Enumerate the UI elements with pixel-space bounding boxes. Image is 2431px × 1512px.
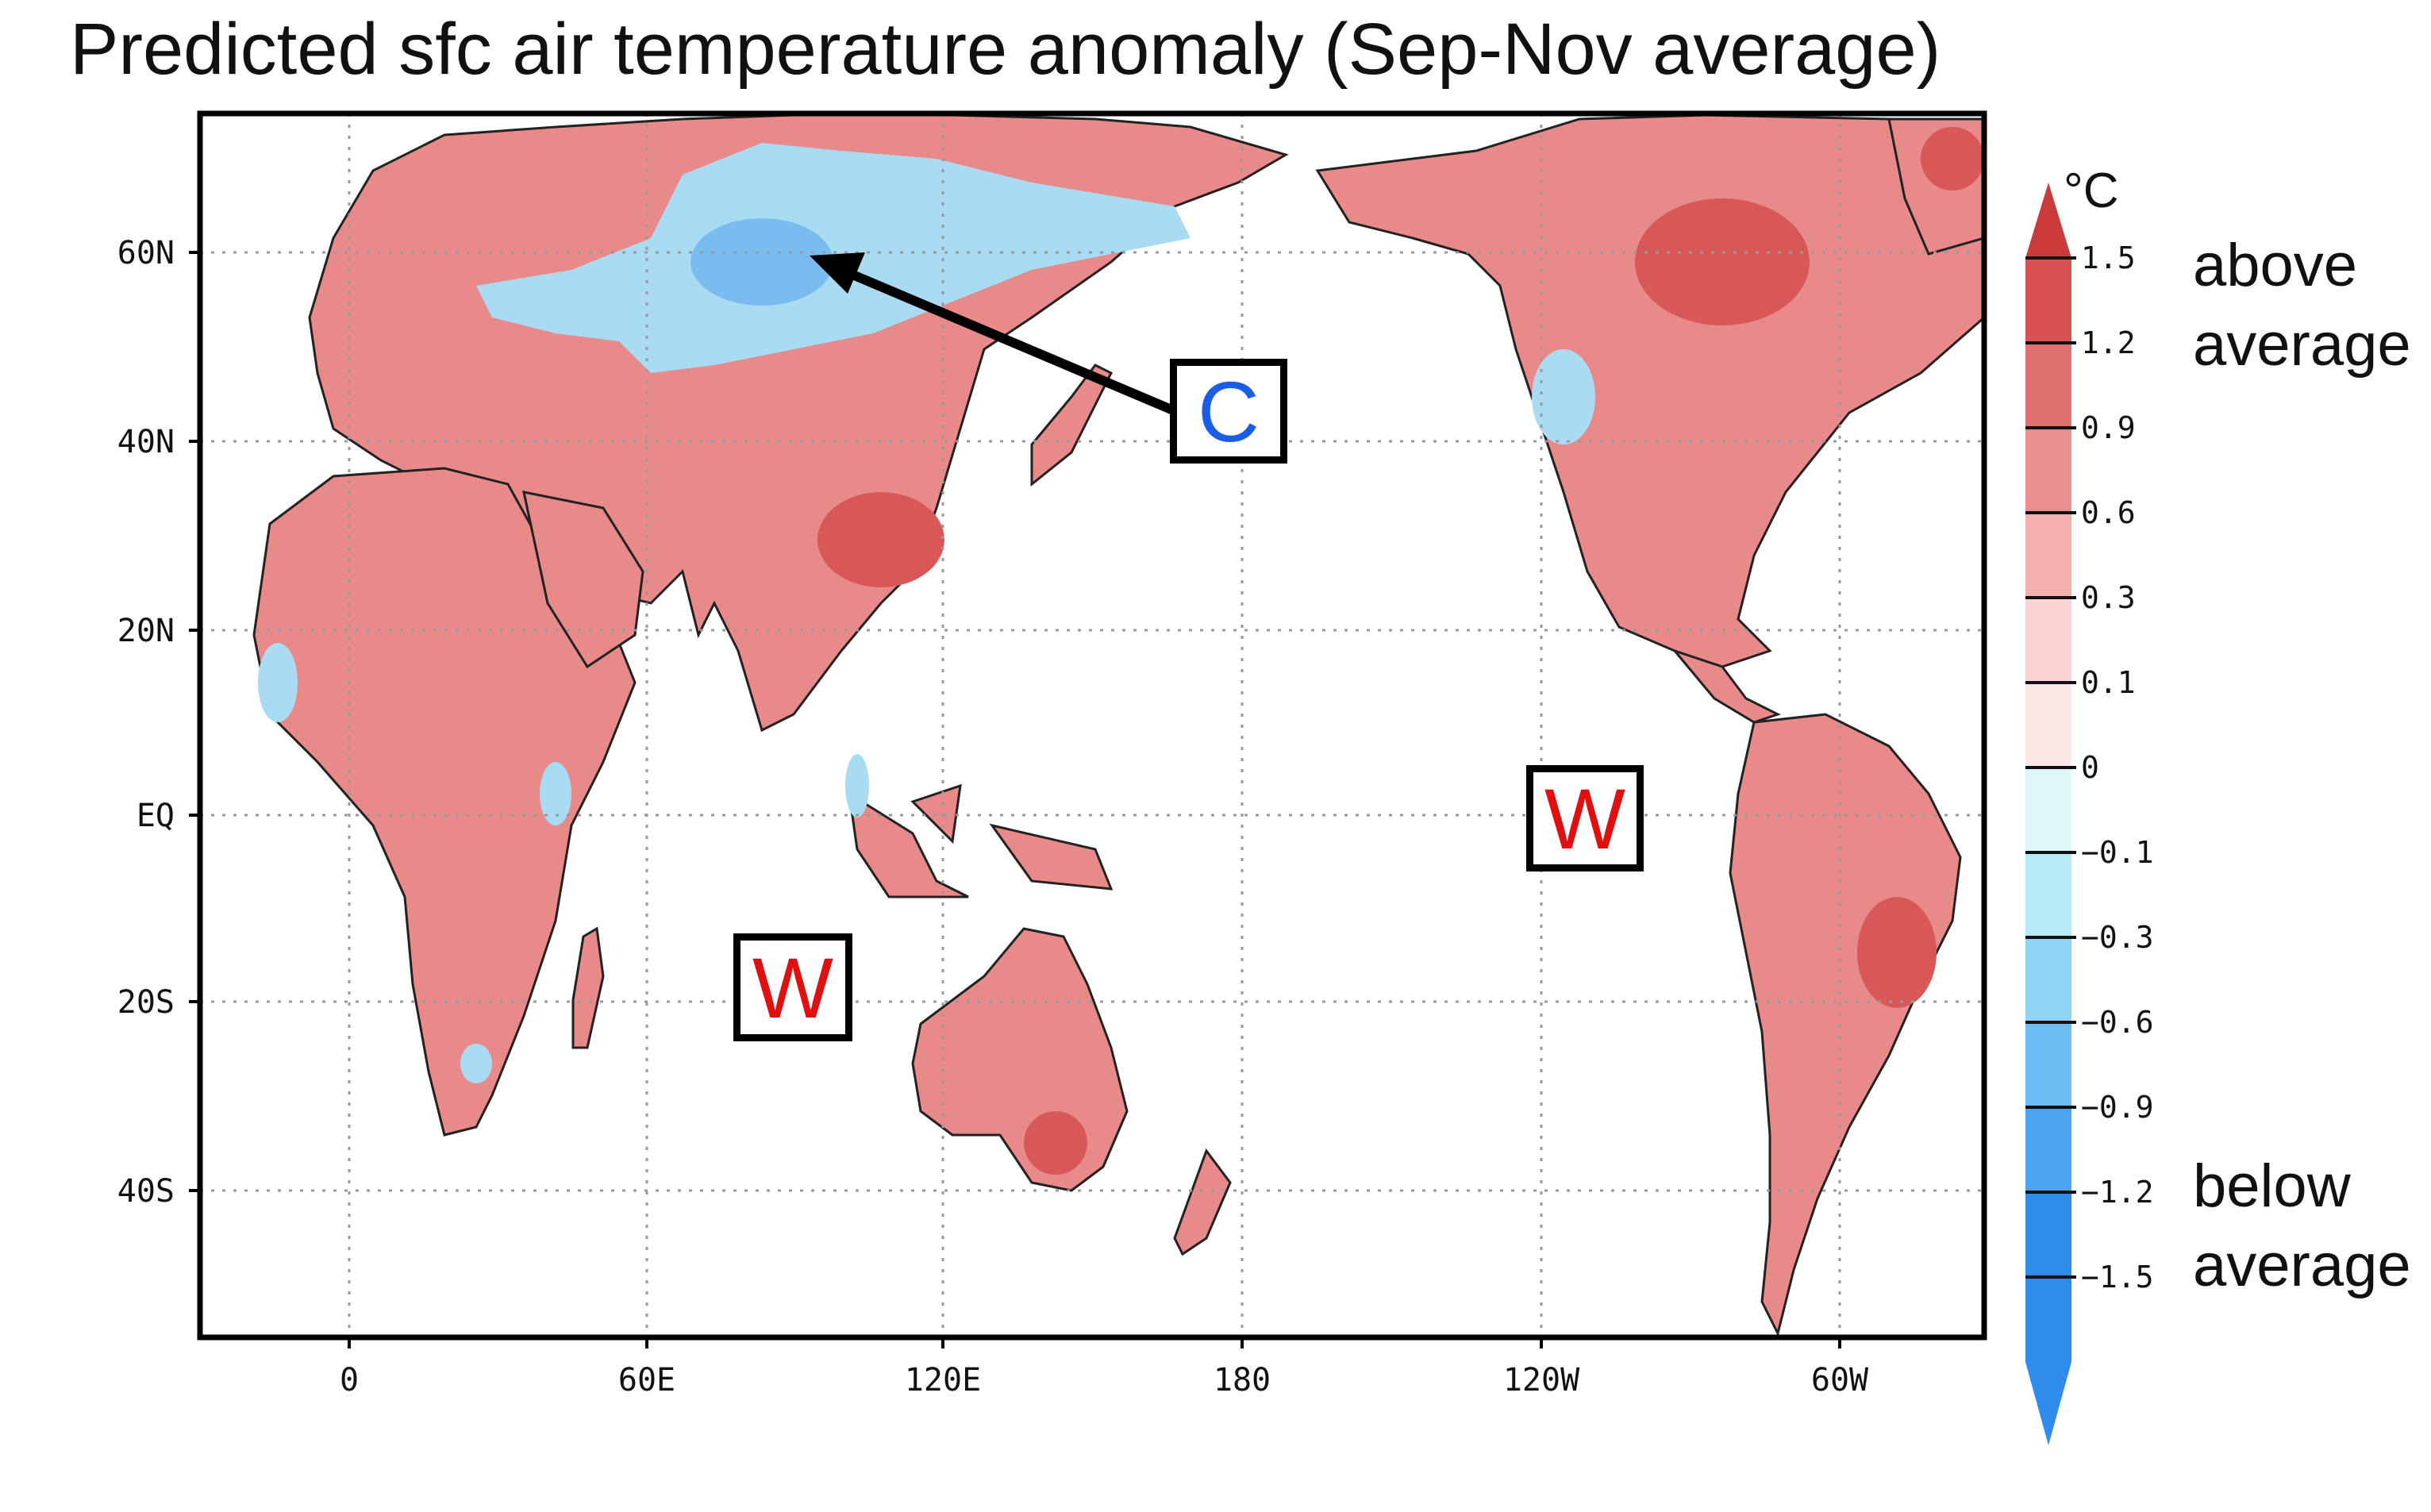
colorbar-label: 1.2 bbox=[2081, 325, 2136, 360]
above-label-line2: average bbox=[2193, 311, 2411, 379]
warm-anomaly-marker-indian: W bbox=[733, 933, 852, 1041]
colorbar-unit: °C bbox=[2064, 164, 2119, 218]
colorbar-label: 0.6 bbox=[2081, 495, 2136, 530]
colorbar-label: 1.5 bbox=[2081, 240, 2136, 275]
colorbar-segment bbox=[2025, 852, 2071, 937]
warm-anomaly-marker-pacific: W bbox=[1526, 765, 1644, 871]
colorbar-top-arrow bbox=[2025, 183, 2071, 258]
above-label-line1: above bbox=[2193, 232, 2358, 299]
japan-landmass bbox=[1030, 364, 1114, 487]
colorbar-label: 0.9 bbox=[2081, 410, 2136, 445]
lat-label: 20S bbox=[117, 984, 175, 1021]
lon-label: 0 bbox=[340, 1362, 359, 1399]
lon-label: 120E bbox=[905, 1362, 981, 1399]
below-average-label: below average bbox=[2193, 1147, 2411, 1306]
lon-label: 180 bbox=[1214, 1362, 1271, 1399]
south-america-landmass bbox=[1729, 713, 1962, 1337]
grid-lines bbox=[200, 113, 1984, 1337]
colorbar-label: −1.5 bbox=[2081, 1260, 2154, 1295]
colorbar-label: −0.6 bbox=[2081, 1005, 2154, 1040]
central-america-landmass bbox=[1671, 648, 1781, 724]
colorbar-segment bbox=[2025, 1277, 2071, 1362]
colorbar-label: −0.3 bbox=[2081, 920, 2154, 955]
lat-label: 40S bbox=[117, 1173, 175, 1210]
new-zealand-landmass bbox=[1173, 1148, 1232, 1256]
map-title: Predicted sfc air temperature anomaly (S… bbox=[70, 9, 1941, 90]
cool-patch-indonesia bbox=[845, 754, 869, 818]
warm-patch-greenland bbox=[1921, 127, 1984, 190]
colorbar-segment bbox=[2025, 1192, 2071, 1277]
cold-arrow bbox=[810, 252, 1185, 419]
colorbar-segment bbox=[2025, 428, 2071, 513]
lon-label: 120W bbox=[1503, 1362, 1580, 1399]
colorbar-label: 0 bbox=[2081, 750, 2099, 785]
colorbar-segment bbox=[2025, 598, 2071, 683]
colorbar-label: 0.3 bbox=[2081, 580, 2136, 615]
lat-label: 40N bbox=[117, 424, 175, 460]
colorbar-label: −0.1 bbox=[2081, 835, 2154, 870]
colorbar-label: −1.2 bbox=[2081, 1175, 2154, 1210]
strong-warm-layer bbox=[817, 127, 1984, 1175]
above-average-label: above average bbox=[2193, 226, 2411, 385]
lat-label: 60N bbox=[117, 235, 175, 271]
colorbar-segment bbox=[2025, 1107, 2071, 1192]
australia-landmass bbox=[911, 927, 1129, 1192]
warm-patch-china bbox=[817, 492, 944, 587]
lat-label: EQ bbox=[137, 798, 175, 834]
madagascar-landmass bbox=[571, 926, 605, 1049]
colorbar-label: −0.9 bbox=[2081, 1090, 2154, 1125]
warm-patch-brazil bbox=[1857, 897, 1937, 1008]
map-frame bbox=[197, 110, 1987, 1341]
arabia-landmass bbox=[522, 491, 644, 669]
cool-core-siberia bbox=[690, 218, 833, 306]
colorbar-segment bbox=[2025, 258, 2071, 343]
colorbar: 1.5 1.2 0.9 0.6 0.3 0.1 0 −0.1 −0.3 −0.6 −0.9 −1.2 −… bbox=[2025, 183, 2154, 1445]
cold-anomaly-marker: C bbox=[1170, 359, 1287, 464]
colorbar-segment bbox=[2025, 683, 2071, 768]
longitude-axis: 0 60E 120E 180 120W 60W bbox=[340, 1337, 1869, 1399]
lon-label: 60W bbox=[1811, 1362, 1869, 1399]
warm-patch-canada bbox=[1635, 198, 1810, 325]
colorbar-segment bbox=[2025, 343, 2071, 428]
cool-patch-east-africa bbox=[540, 762, 571, 825]
warm-patch-australia bbox=[1024, 1111, 1087, 1175]
colorbar-segment bbox=[2025, 937, 2071, 1022]
colorbar-label: 0.1 bbox=[2081, 665, 2136, 700]
cool-patch-west-africa bbox=[258, 643, 298, 722]
below-label-line2: average bbox=[2193, 1232, 2411, 1299]
colorbar-bottom-arrow bbox=[2025, 1362, 2071, 1445]
colorbar-segment bbox=[2025, 1022, 2071, 1107]
cool-patch-us-west bbox=[1532, 349, 1595, 444]
africa-landmass bbox=[252, 467, 637, 1137]
lat-label: 20N bbox=[117, 613, 175, 649]
cool-patch-southern-africa bbox=[460, 1044, 492, 1083]
lon-label: 60E bbox=[618, 1362, 675, 1399]
indonesia-landmass bbox=[848, 783, 1114, 898]
colorbar-segment bbox=[2025, 513, 2071, 598]
colorbar-segment bbox=[2025, 768, 2071, 852]
latitude-axis: 60N 40N 20N EQ 20S 40S bbox=[117, 235, 200, 1210]
below-label-line1: below bbox=[2193, 1152, 2351, 1220]
north-america-landmass bbox=[1315, 113, 1984, 668]
